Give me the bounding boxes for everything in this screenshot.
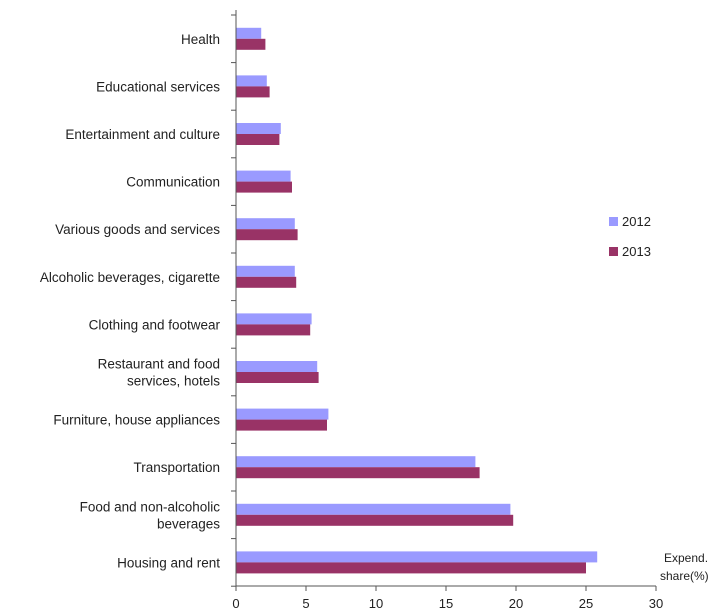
legend-label-2012: 2012 [622,214,651,229]
category-label: Transportation [133,460,220,475]
bar-2012-10 [236,456,476,468]
bar-2013-7 [236,324,311,336]
bar-2013-4 [236,181,292,193]
bar-2013-2 [236,86,270,98]
category-label: Educational services [96,79,220,94]
bar-2012-2 [236,75,267,87]
category-label: Alcoholic beverages, cigarette [40,270,220,285]
legend-label-2013: 2013 [622,244,651,259]
x-tick-label: 20 [509,596,523,611]
bar-2012-11 [236,503,511,515]
bar-2013-1 [236,38,266,50]
legend: 2012 2013 [609,214,651,259]
bar-2012-7 [236,313,312,325]
bar-2012-3 [236,123,281,134]
category-label: Health [181,32,220,47]
category-label: Housing and rent [117,555,220,570]
category-label: Food and non-alcoholic beverages [80,499,221,531]
bar-2012-1 [236,27,262,39]
bar-2013-6 [236,276,297,288]
category-label: Various goods and services [55,222,220,237]
bars [236,27,598,574]
x-tick-label: 10 [369,596,383,611]
bar-2013-9 [236,419,327,431]
bar-2013-12 [236,562,586,574]
x-tick-label: 0 [232,596,239,611]
bar-2012-6 [236,265,295,277]
category-label: Communication [126,175,220,190]
x-tick-labels: 0 5 10 15 20 25 30 [232,596,663,611]
x-tick-label: 25 [579,596,593,611]
x-axis-title: Expend. share(%) [660,551,711,583]
bar-2012-4 [236,170,291,182]
category-labels: Health Educational services Entertainment … [40,32,221,571]
category-label: Restaurant and food services, hotels [98,357,221,389]
x-tick-label: 5 [302,596,309,611]
bar-2013-10 [236,467,480,479]
category-label: Furniture, house appliances [53,413,220,428]
bar-2012-8 [236,361,318,372]
bar-2013-3 [236,134,280,145]
bar-2012-12 [236,551,598,563]
legend-swatch-2012 [609,217,618,226]
category-label: Entertainment and culture [65,127,220,142]
category-label: Clothing and footwear [89,317,221,332]
bar-2013-11 [236,514,514,526]
bar-2012-9 [236,408,329,420]
x-tick-label: 15 [439,596,453,611]
bar-2013-8 [236,372,319,383]
legend-swatch-2013 [609,247,618,256]
axes [231,10,657,591]
x-tick-label: 30 [649,596,663,611]
bar-2012-5 [236,218,295,230]
bar-2013-5 [236,229,298,241]
